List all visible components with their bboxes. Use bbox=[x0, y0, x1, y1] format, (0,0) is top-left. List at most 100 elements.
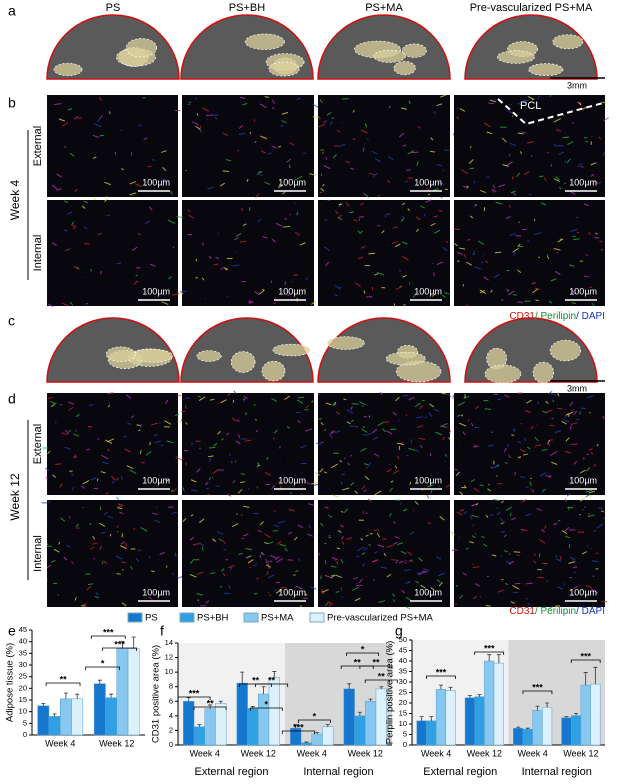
stain-fiber bbox=[463, 254, 467, 259]
stain-fiber bbox=[433, 229, 441, 234]
stain-fiber bbox=[377, 422, 384, 427]
stain-fiber bbox=[577, 101, 582, 106]
stain-fiber bbox=[325, 602, 329, 607]
stain-fiber bbox=[452, 133, 455, 136]
stain-fiber bbox=[386, 179, 391, 183]
stain-fiber bbox=[121, 602, 127, 607]
bar bbox=[532, 710, 543, 746]
bar bbox=[48, 716, 61, 736]
stain-fiber bbox=[335, 411, 341, 415]
stain-fiber bbox=[420, 205, 425, 209]
stain-fiber bbox=[381, 230, 385, 234]
stain-fiber bbox=[486, 176, 490, 178]
bar bbox=[474, 696, 485, 746]
stain-fiber bbox=[187, 209, 191, 212]
stain-fiber bbox=[362, 563, 366, 567]
stain-fiber bbox=[352, 586, 359, 591]
stain-fiber bbox=[392, 593, 396, 597]
stain-fiber bbox=[537, 95, 540, 99]
stain-fiber bbox=[556, 586, 564, 590]
stain-fiber bbox=[501, 137, 507, 143]
column-title: Pre-vascularized PS+MA bbox=[470, 2, 593, 14]
stain-fiber bbox=[392, 411, 397, 416]
stain-fiber bbox=[117, 507, 123, 510]
stain-fiber bbox=[268, 541, 274, 545]
stain-fiber bbox=[583, 275, 590, 278]
stain-fiber bbox=[526, 141, 534, 144]
stain-name: / DAPI bbox=[576, 606, 605, 617]
significance-bracket bbox=[193, 706, 227, 710]
stain-fiber bbox=[594, 236, 600, 239]
stain-fiber bbox=[550, 451, 558, 456]
error-bar bbox=[438, 684, 443, 690]
x-tick-label: Week 12 bbox=[99, 738, 134, 748]
stain-fiber bbox=[563, 420, 570, 422]
y-tick-label: 40 bbox=[399, 656, 407, 665]
stain-fiber bbox=[273, 524, 279, 528]
bar bbox=[71, 698, 84, 736]
stain-fiber bbox=[573, 410, 578, 416]
stain-fiber bbox=[569, 425, 572, 430]
stain-fiber bbox=[383, 553, 387, 557]
stain-fiber bbox=[601, 101, 607, 104]
stain-fiber bbox=[191, 121, 199, 126]
stain-fiber bbox=[445, 484, 451, 488]
stain-fiber bbox=[194, 97, 198, 100]
stain-fiber bbox=[159, 422, 161, 424]
stain-fiber bbox=[299, 242, 306, 246]
stain-fiber bbox=[590, 494, 592, 497]
adipose-region bbox=[326, 336, 365, 350]
stain-fiber bbox=[517, 456, 522, 459]
stain-fiber bbox=[332, 403, 337, 406]
y-tick-label: 8 bbox=[169, 682, 173, 691]
stain-fiber bbox=[537, 401, 539, 405]
stain-fiber bbox=[442, 169, 444, 172]
stain-legend: CD31/ Perilipin/ DAPI bbox=[509, 606, 605, 617]
stain-fiber bbox=[49, 450, 51, 453]
stain-fiber bbox=[416, 161, 419, 166]
stain-fiber bbox=[311, 300, 316, 305]
stain-fiber bbox=[424, 416, 427, 419]
micrograph bbox=[454, 200, 605, 306]
significance-mark: *** bbox=[103, 627, 114, 637]
stain-fiber bbox=[136, 424, 141, 426]
error-bar bbox=[516, 726, 521, 729]
stain-fiber bbox=[129, 192, 137, 196]
stain-fiber bbox=[105, 492, 109, 495]
stain-fiber bbox=[511, 517, 516, 521]
stain-fiber bbox=[227, 564, 235, 569]
y-tick-label: 6 bbox=[169, 696, 173, 705]
stain-fiber bbox=[88, 404, 94, 407]
stain-fiber bbox=[86, 448, 90, 451]
stain-fiber bbox=[227, 393, 231, 396]
stain-fiber bbox=[208, 476, 211, 481]
stain-fiber bbox=[99, 134, 104, 137]
stain-fiber bbox=[320, 575, 322, 580]
stain-fiber bbox=[599, 240, 603, 243]
stain-fiber bbox=[439, 425, 447, 428]
stain-fiber bbox=[566, 411, 574, 416]
stain-fiber bbox=[446, 393, 452, 398]
stain-fiber bbox=[580, 407, 586, 410]
stain-fiber bbox=[264, 542, 269, 545]
stain-fiber bbox=[520, 423, 523, 425]
stain-fiber bbox=[83, 200, 89, 204]
stain-fiber bbox=[271, 238, 276, 243]
stain-fiber bbox=[466, 547, 469, 550]
stain-fiber bbox=[534, 232, 542, 236]
stain-fiber bbox=[548, 606, 554, 610]
stain-fiber bbox=[372, 172, 378, 178]
stain-fiber bbox=[517, 243, 521, 247]
stain-fiber bbox=[490, 289, 493, 293]
error-bar bbox=[315, 732, 320, 735]
stain-name: / DAPI bbox=[576, 311, 605, 322]
stain-fiber bbox=[93, 557, 96, 560]
stain-fiber bbox=[438, 182, 445, 185]
stain-fiber bbox=[495, 201, 502, 205]
stain-fiber bbox=[516, 172, 521, 178]
stain-fiber bbox=[318, 417, 322, 420]
stain-fiber bbox=[303, 152, 306, 155]
stain-fiber bbox=[524, 409, 532, 413]
stain-fiber bbox=[321, 589, 329, 593]
stain-fiber bbox=[440, 94, 447, 98]
